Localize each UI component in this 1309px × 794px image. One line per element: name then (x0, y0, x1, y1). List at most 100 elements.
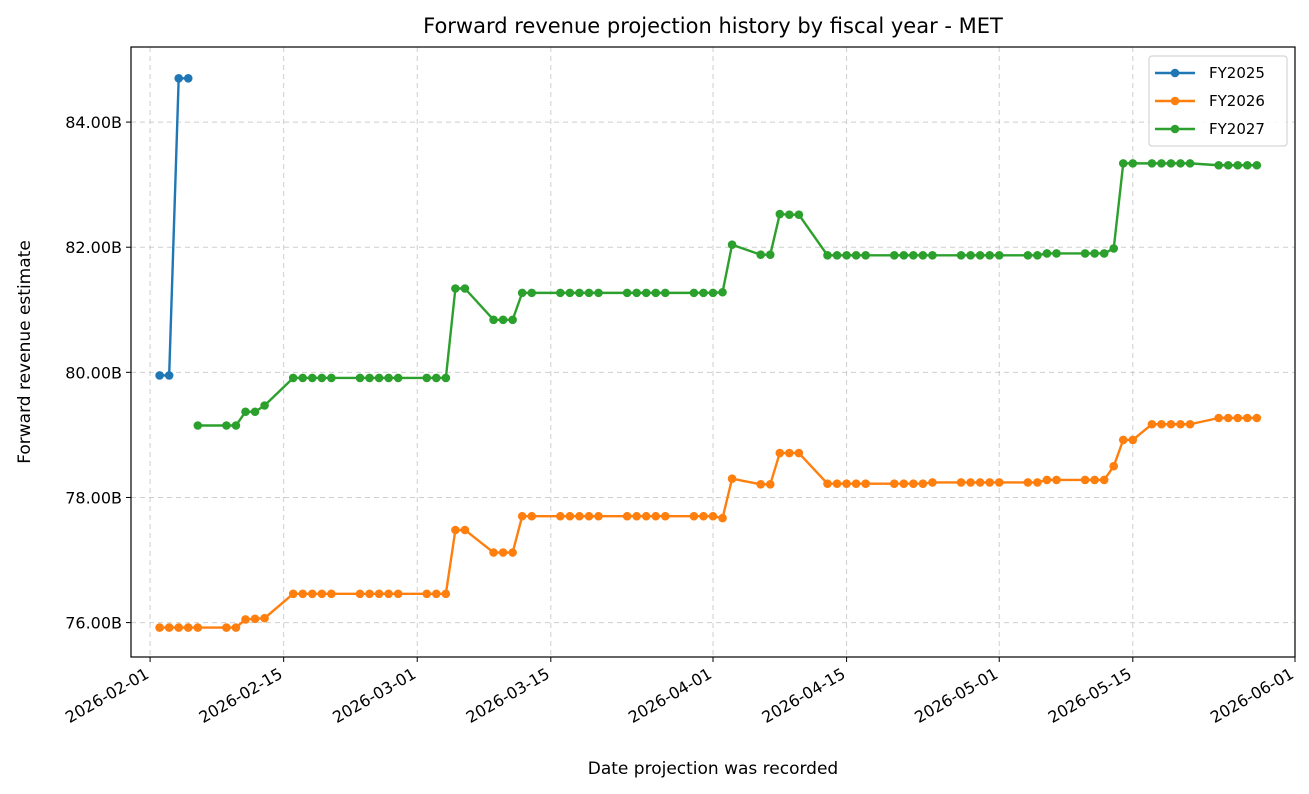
data-point-fy2026 (1147, 419, 1157, 429)
data-point-fy2027 (985, 251, 994, 260)
data-point-fy2026 (823, 479, 832, 489)
data-point-fy2026 (374, 589, 384, 599)
data-point-fy2026 (451, 525, 460, 535)
data-point-fy2027 (727, 240, 737, 249)
data-point-fy2026 (365, 589, 374, 599)
data-point-fy2027 (584, 288, 594, 298)
data-point-fy2026 (1052, 475, 1061, 485)
data-point-fy2027 (689, 288, 699, 298)
data-point-fy2026 (918, 479, 928, 489)
y-tick-label: 78.00B (65, 488, 122, 507)
data-point-fy2027 (1090, 249, 1099, 258)
data-point-fy2026 (441, 589, 451, 599)
data-point-fy2026 (975, 478, 985, 487)
data-point-fy2027 (842, 251, 851, 260)
data-point-fy2026 (231, 623, 241, 632)
data-point-fy2026 (1157, 419, 1166, 429)
data-point-fy2026 (832, 479, 842, 489)
data-point-fy2027 (994, 251, 1004, 260)
legend-label: FY2027 (1209, 120, 1265, 138)
data-point-fy2026 (183, 623, 193, 632)
data-point-fy2027 (1118, 159, 1128, 168)
data-point-fy2026 (1023, 478, 1033, 487)
data-point-fy2026 (222, 623, 231, 632)
data-point-fy2027 (498, 315, 508, 325)
legend-swatch-marker (1170, 96, 1180, 106)
data-point-fy2026 (1080, 475, 1090, 485)
legend-swatch-marker (1170, 124, 1180, 134)
data-point-fy2027 (460, 284, 470, 293)
data-point-fy2026 (727, 474, 737, 483)
data-point-fy2027 (327, 373, 336, 383)
y-axis: 76.00B 78.00B 80.00B 82.00B 84.00B (65, 113, 131, 633)
data-point-fy2026 (861, 479, 870, 489)
data-point-fy2026 (842, 479, 851, 489)
data-point-fy2027 (489, 315, 498, 325)
legend-item-fy2027: FY2027 (1155, 120, 1265, 138)
y-tick-label: 76.00B (65, 614, 122, 633)
data-point-fy2027 (1223, 160, 1233, 170)
data-point-fy2026 (193, 623, 203, 632)
data-point-fy2026 (1166, 419, 1176, 429)
data-point-fy2026 (584, 511, 594, 521)
data-point-fy2026 (785, 448, 794, 458)
data-point-fy2027 (260, 401, 269, 410)
data-point-fy2025 (164, 371, 174, 380)
data-point-fy2027 (250, 407, 260, 417)
data-point-fy2027 (517, 288, 527, 298)
data-point-fy2027 (288, 373, 298, 383)
legend-item-fy2026: FY2026 (1155, 92, 1265, 110)
data-point-fy2026 (956, 478, 966, 487)
data-point-fy2027 (1023, 251, 1033, 260)
data-point-fy2026 (1223, 413, 1233, 423)
data-point-fy2026 (1233, 413, 1243, 423)
data-point-fy2026 (1042, 475, 1052, 485)
y-tick-label: 84.00B (65, 113, 122, 132)
data-point-fy2027 (1080, 249, 1090, 258)
data-point-fy2027 (975, 251, 985, 260)
data-point-fy2027 (1033, 251, 1042, 260)
data-point-fy2027 (317, 373, 327, 383)
data-point-fy2027 (765, 250, 775, 260)
data-point-fy2027 (374, 373, 384, 383)
data-point-fy2026 (708, 511, 718, 521)
legend-item-fy2025: FY2025 (1155, 64, 1265, 82)
data-point-fy2027 (527, 288, 537, 298)
data-point-fy2027 (1052, 249, 1061, 258)
data-point-fy2027 (298, 373, 308, 383)
series-fy2026 (155, 413, 1262, 632)
data-point-fy2026 (460, 525, 470, 535)
data-point-fy2026 (1176, 419, 1185, 429)
data-point-fy2026 (1099, 475, 1109, 485)
data-point-fy2026 (164, 623, 174, 632)
data-point-fy2027 (785, 210, 794, 219)
data-point-fy2027 (1157, 159, 1166, 168)
data-point-fy2027 (928, 251, 937, 260)
data-point-fy2026 (517, 511, 527, 521)
data-point-fy2026 (422, 589, 432, 599)
data-point-fy2027 (775, 209, 785, 219)
data-point-fy2025 (174, 73, 183, 83)
data-point-fy2026 (594, 511, 603, 521)
data-point-fy2026 (355, 589, 365, 599)
data-point-fy2026 (489, 548, 498, 557)
legend: FY2025 FY2026 FY2027 (1148, 55, 1288, 147)
data-point-fy2026 (327, 589, 336, 599)
data-point-fy2026 (928, 478, 937, 487)
y-tick-label: 82.00B (65, 238, 122, 257)
data-point-fy2027 (1252, 160, 1262, 170)
data-point-fy2027 (451, 284, 460, 293)
data-point-fy2027 (861, 251, 870, 260)
data-point-fy2026 (632, 511, 641, 521)
data-point-fy2026 (260, 613, 269, 623)
data-point-fy2026 (1214, 413, 1223, 423)
data-point-fy2027 (756, 250, 765, 260)
series-fy2025 (155, 73, 193, 380)
data-point-fy2026 (556, 511, 565, 521)
data-point-fy2027 (899, 251, 909, 260)
data-point-fy2027 (1109, 244, 1119, 253)
data-point-fy2027 (432, 373, 441, 383)
data-point-fy2026 (527, 511, 537, 521)
data-point-fy2026 (317, 589, 327, 599)
